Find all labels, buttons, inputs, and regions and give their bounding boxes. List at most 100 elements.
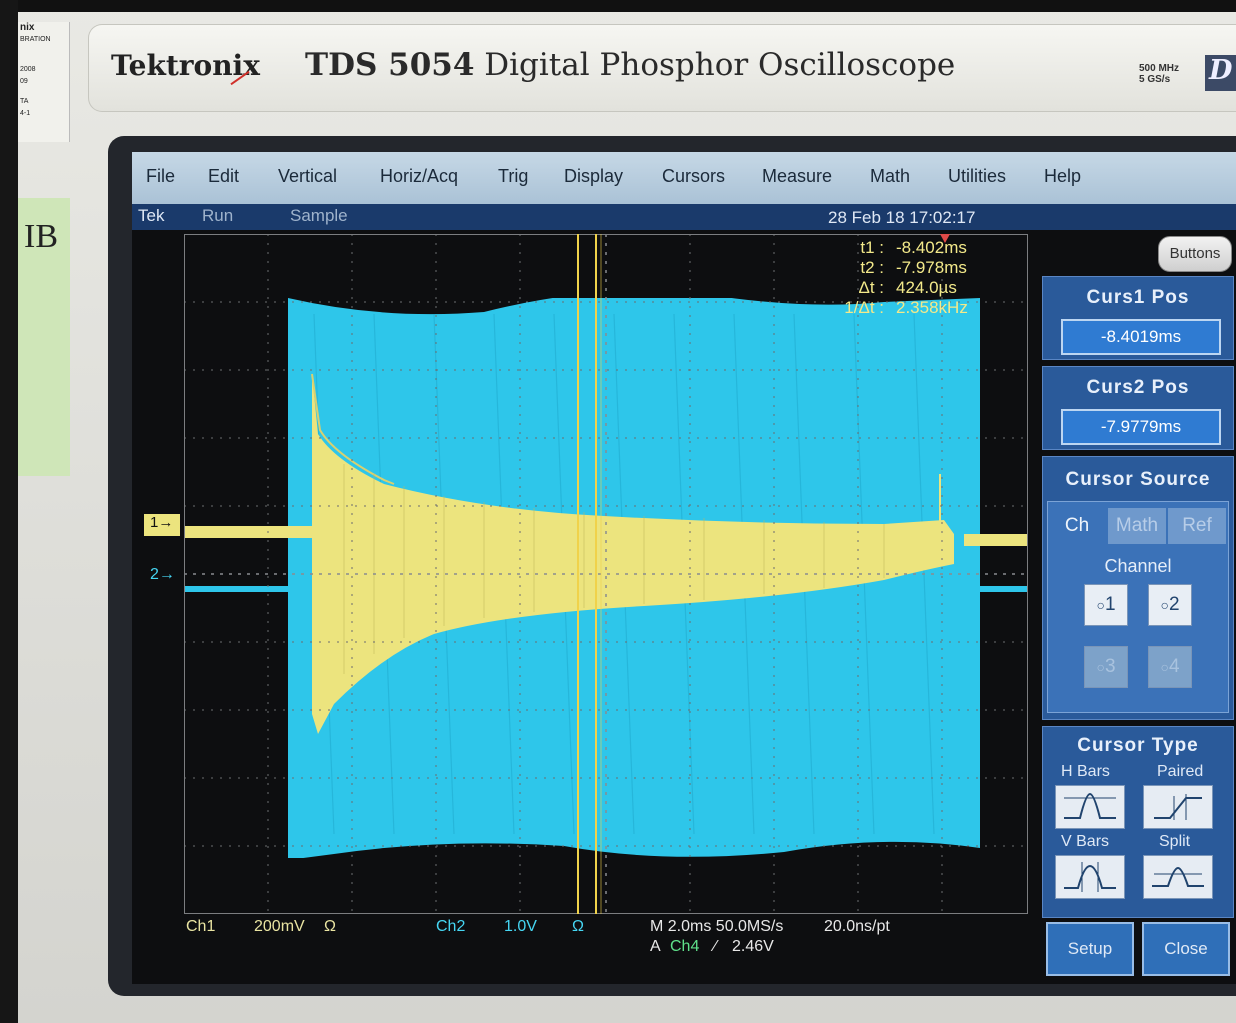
ch2-marker-label: 2 <box>150 566 159 583</box>
hbars-icon <box>1064 792 1116 819</box>
spec-bandwidth: 500 MHz <box>1139 63 1180 74</box>
ch2-coupling: Ω <box>572 918 584 935</box>
spec-samplerate: 5 GS/s <box>1139 74 1171 85</box>
ch1-spike <box>311 373 395 485</box>
sticker-line: TA <box>20 98 29 105</box>
note-text: IB <box>24 218 58 255</box>
ch2-top-wave <box>288 274 980 315</box>
channel-2-button[interactable]: ○2 <box>1148 584 1192 626</box>
trigger-a-label: A <box>650 938 661 955</box>
menu-edit[interactable]: Edit <box>208 166 240 186</box>
trigger-level[interactable]: 2.46V <box>732 938 774 955</box>
sticker-line: 2008 <box>20 66 36 73</box>
cursor-type-box: Cursor Type H Bars Paired V Bars Split <box>1042 726 1234 918</box>
readout-inv-label: 1/Δt : <box>844 298 884 317</box>
curs2-pos-title: Curs2 Pos <box>1086 377 1190 398</box>
sticker-line: 4-1 <box>20 110 31 117</box>
setup-button[interactable]: Setup <box>1046 922 1134 976</box>
ch2-scale[interactable]: 1.0V <box>504 918 537 935</box>
channel-3-button[interactable]: ○3 <box>1084 646 1128 688</box>
ch1-baseline-left <box>184 526 312 538</box>
name-plate: Tektronix TDS 5054 Digital Phosphor Osci… <box>88 24 1236 112</box>
tab-ch[interactable]: Ch <box>1048 508 1106 544</box>
readout-inv-value: 2.358kHz <box>896 298 968 317</box>
status-acq-mode[interactable]: Sample <box>290 206 348 225</box>
channel-4-button[interactable]: ○4 <box>1148 646 1192 688</box>
menu-vertical[interactable]: Vertical <box>278 166 338 186</box>
ch1-label[interactable]: Ch1 <box>186 918 216 935</box>
menu-file[interactable]: File <box>146 166 176 186</box>
status-run[interactable]: Run <box>202 206 234 225</box>
curs2-pos-box: Curs2 Pos -7.9779ms <box>1042 366 1234 450</box>
type-vbars-label: V Bars <box>1061 833 1110 850</box>
split-icon <box>1152 866 1204 887</box>
menu-trig[interactable]: Trig <box>498 166 529 186</box>
trigger-source[interactable]: Ch4 <box>670 938 700 955</box>
status-bar: Tek Run Sample 28 Feb 18 17:02:17 <box>132 204 1236 230</box>
channel-1-button[interactable]: ○1 <box>1084 584 1128 626</box>
channel-1-number: 1 <box>1104 594 1116 615</box>
cursor-source-tabs: Ch Math Ref Channel ○1 ○2 ○3 ○4 <box>1047 501 1229 713</box>
hbars-button[interactable] <box>1055 785 1125 829</box>
channel-3-number: 3 <box>1104 656 1116 677</box>
dpo-logo: D <box>1205 55 1236 91</box>
menu-help[interactable]: Help <box>1044 166 1082 186</box>
graticule-center-axes <box>184 234 1028 914</box>
model-description: Digital Phosphor Oscilloscope <box>484 47 956 83</box>
trigger-position-marker <box>940 234 950 243</box>
tab-ref[interactable]: Ref <box>1168 508 1226 544</box>
ch1-waveform <box>184 373 1028 734</box>
tab-math[interactable]: Math <box>1108 508 1166 544</box>
close-button[interactable]: Close <box>1142 922 1230 976</box>
graticule-grid <box>184 234 1028 914</box>
buttons-button[interactable]: Buttons <box>1158 236 1232 272</box>
menu-display[interactable]: Display <box>564 166 624 186</box>
waveform-display[interactable]: t1 : -8.402ms t2 : -7.978ms Δt : 424.0µs… <box>184 234 1028 914</box>
handwritten-note: IB <box>18 198 70 476</box>
readout-t1-label: t1 : <box>860 238 884 257</box>
menu-cursors[interactable]: Cursors <box>662 166 726 186</box>
readout-dt-label: Δt : <box>858 278 884 297</box>
ch2-bottom-wave <box>288 841 980 874</box>
bottom-readout-bar: Ch1 200mV Ω Ch2 1.0V Ω M 2.0ms 50.0MS/s … <box>132 916 1028 982</box>
type-hbars-label: H Bars <box>1061 763 1110 780</box>
cursor-type-title: Cursor Type <box>1077 735 1199 756</box>
ch1-cycles <box>343 464 885 674</box>
ch2-ground-marker[interactable]: 2→ <box>150 566 175 583</box>
menu-math[interactable]: Math <box>870 166 911 186</box>
vbars-button[interactable] <box>1055 855 1125 899</box>
curs1-pos-field[interactable]: -8.4019ms <box>1061 319 1221 355</box>
oscilloscope-screen: File Edit Vertical Horiz/Acq Trig Displa… <box>132 152 1236 984</box>
type-paired-label: Paired <box>1157 763 1204 780</box>
ch1-ground-marker[interactable]: 1→ <box>144 514 180 536</box>
paired-button[interactable] <box>1143 785 1213 829</box>
menu-utilities[interactable]: Utilities <box>948 166 1007 186</box>
menu-measure[interactable]: Measure <box>762 166 833 186</box>
menu-horiz-acq[interactable]: Horiz/Acq <box>380 166 459 186</box>
spec-label: 500 MHz 5 GS/s <box>1139 63 1179 85</box>
cursor-source-box: Cursor Source Ch Math Ref Channel ○1 ○2 … <box>1042 456 1234 720</box>
brand-logo: Tektronix <box>111 49 260 82</box>
ch2-label[interactable]: Ch2 <box>436 918 466 935</box>
sticker-line: 09 <box>20 78 28 85</box>
status-datetime: 28 Feb 18 17:02:17 <box>828 208 976 227</box>
waveform-svg <box>184 234 1028 914</box>
ch1-baseline-right <box>964 534 1028 546</box>
curs2-pos-field[interactable]: -7.9779ms <box>1061 409 1221 445</box>
ch2-baseline-left <box>184 586 288 592</box>
status-brand: Tek <box>138 206 165 225</box>
ch1-scale[interactable]: 200mV <box>254 918 305 935</box>
readout-t2-label: t2 : <box>860 258 884 277</box>
readout-t1-value: -8.402ms <box>896 238 967 257</box>
trigger-slope-icon: ⁄ <box>714 938 717 955</box>
resolution-readout: 20.0ns/pt <box>824 918 890 935</box>
graticule-border <box>184 234 1028 914</box>
channel-2-number: 2 <box>1168 594 1180 615</box>
vbars-icon <box>1064 862 1116 892</box>
horizontal-scale[interactable]: M 2.0ms 50.0MS/s <box>650 918 784 935</box>
split-button[interactable] <box>1143 855 1213 899</box>
left-dark-edge <box>0 0 18 1023</box>
readout-dt-value: 424.0µs <box>896 278 957 297</box>
paired-icon <box>1154 794 1202 820</box>
model-title: TDS 5054 Digital Phosphor Oscilloscope <box>305 47 955 83</box>
